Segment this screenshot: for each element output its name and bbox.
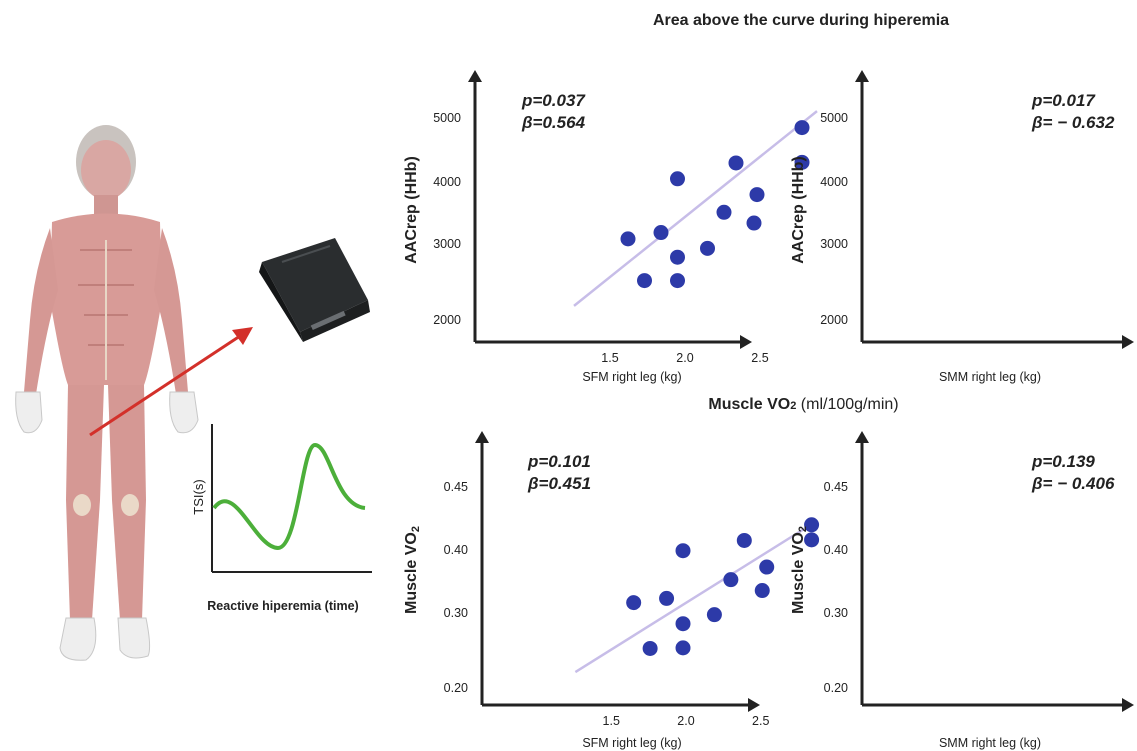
data-point: [653, 225, 669, 241]
y-axis-arrowhead: [855, 70, 869, 82]
y-tick-label: 0.30: [824, 606, 848, 620]
y-tick-label: 3000: [433, 237, 461, 251]
y-tick-label: 3000: [820, 237, 848, 251]
data-point: [746, 215, 762, 231]
data-point: [675, 616, 691, 632]
data-point: [804, 517, 820, 533]
x-tick-label: 2.5: [752, 714, 769, 728]
scatter-panel-3: 1.5 2.0 2.5 0.20 0.30 0.40 0.45 SFM right leg (…: [403, 431, 820, 750]
data-point: [670, 171, 685, 187]
x-tick-label: 2.0: [676, 351, 693, 365]
data-point: [675, 543, 691, 559]
data-point: [620, 231, 636, 247]
y-axis-label: Muscle VO2: [790, 526, 809, 614]
data-point: [759, 559, 775, 575]
tsi-caption: Reactive hiperemia (time): [207, 599, 358, 613]
tsi-label: TSI(s): [191, 479, 206, 514]
x-axis-label: SFM right leg (kg): [582, 736, 681, 750]
data-point: [754, 583, 770, 599]
data-point: [700, 240, 715, 256]
data-point: [736, 532, 752, 548]
y-tick-label: 0.20: [824, 681, 848, 695]
beta-value-label: β= − 0.406: [1031, 474, 1115, 493]
x-axis-arrowhead: [748, 698, 760, 712]
charts: 1.5 2.0 2.5 2000 3000 4000 5000 SFM right leg (…: [403, 70, 1134, 750]
x-axis-label: SMM right leg (kg): [939, 736, 1041, 750]
y-axis-arrowhead: [475, 431, 489, 443]
data-point: [794, 154, 810, 170]
y-tick-label: 0.40: [824, 543, 848, 557]
middle-heading: Muscle VO2 (ml/100g/min): [708, 396, 899, 413]
p-value-label: p=0.037: [521, 91, 586, 110]
x-axis-arrowhead: [740, 335, 752, 349]
y-tick-label: 4000: [820, 175, 848, 189]
nirs-device-illustration: [259, 238, 370, 342]
y-tick-label: 0.20: [444, 681, 468, 695]
tsi-curve: [212, 442, 366, 551]
y-tick-label: 5000: [433, 111, 461, 125]
x-axis-label: SFM right leg (kg): [582, 370, 681, 384]
y-axis-arrowhead: [855, 431, 869, 443]
data-point: [670, 249, 685, 265]
data-point: [659, 590, 675, 606]
human-body-illustration: [15, 125, 199, 661]
data-point: [794, 120, 810, 136]
x-tick-label: 2.0: [677, 714, 694, 728]
data-point: [716, 204, 732, 220]
data-point: [670, 273, 685, 289]
y-tick-label: 0.45: [824, 480, 848, 494]
y-tick-label: 0.45: [444, 480, 468, 494]
data-point: [706, 607, 722, 623]
fit-line: [574, 519, 819, 674]
x-tick-label: 1.5: [601, 351, 618, 365]
y-tick-label: 2000: [820, 313, 848, 327]
y-tick-label: 0.40: [444, 543, 468, 557]
y-axis-label: AACrep (HHb): [790, 156, 807, 264]
p-value-label: p=0.017: [1031, 91, 1096, 110]
scatter-panel-1: 1.5 2.0 2.5 2000 3000 4000 5000 SFM right leg (…: [403, 70, 818, 384]
x-tick-label: 1.5: [603, 714, 620, 728]
p-value-label: p=0.101: [527, 452, 591, 471]
x-tick-label: 2.5: [751, 351, 768, 365]
data-point: [723, 572, 739, 588]
data-point: [637, 273, 652, 289]
data-point: [728, 155, 744, 171]
data-point: [675, 640, 691, 656]
beta-value-label: β=0.451: [527, 474, 591, 493]
red-arrow: [89, 327, 253, 437]
scatter-panel-2: 10.011.012.02000300040005000SMM right le…: [790, 70, 1134, 384]
y-tick-label: 5000: [820, 111, 848, 125]
y-tick-label: 0.30: [444, 606, 468, 620]
data-point: [626, 595, 642, 611]
y-tick-label: 4000: [433, 175, 461, 189]
x-axis-arrowhead: [1122, 335, 1134, 349]
data-point: [804, 532, 820, 548]
beta-value-label: β=0.564: [521, 113, 586, 132]
data-point: [642, 640, 658, 656]
x-axis-arrowhead: [1122, 698, 1134, 712]
p-value-label: p=0.139: [1031, 452, 1095, 471]
x-axis-label: SMM right leg (kg): [939, 370, 1041, 384]
y-tick-label: 2000: [433, 313, 461, 327]
y-axis-label: AACrep (HHb): [403, 156, 420, 264]
fit-line: [573, 110, 818, 307]
data-point: [749, 187, 765, 203]
tsi-inset: TSI(s) Reactive hiperemia (time): [191, 424, 372, 613]
beta-value-label: β= − 0.632: [1031, 113, 1115, 132]
top-heading: Area above the curve during hiperemia: [652, 12, 950, 29]
y-axis-label: Muscle VO2: [403, 526, 422, 614]
y-axis-arrowhead: [468, 70, 482, 82]
